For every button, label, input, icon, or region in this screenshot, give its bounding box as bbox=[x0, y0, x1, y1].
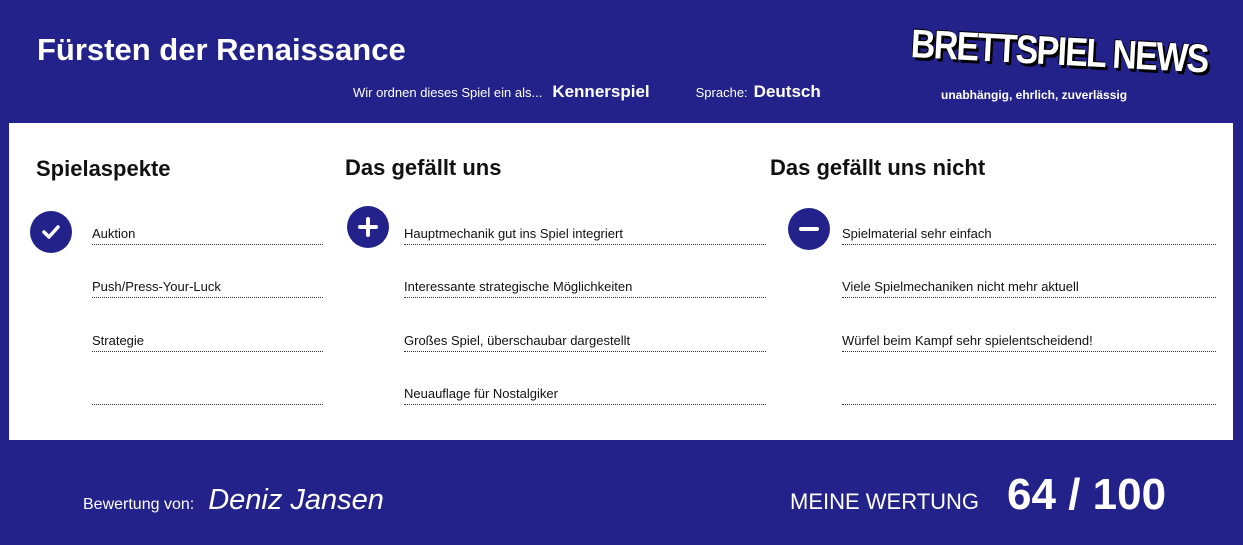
column-heading-cons: Das gefällt uns nicht bbox=[770, 155, 986, 180]
list-item: Großes Spiel, überschaubar dargestellt bbox=[404, 331, 766, 352]
review-by-label: Bewertung von: bbox=[83, 496, 195, 513]
list-item: Neuauflage für Nostalgiker bbox=[404, 384, 766, 405]
plus-icon bbox=[347, 206, 389, 248]
minus-icon bbox=[788, 208, 830, 250]
list-item bbox=[842, 384, 1216, 405]
score-label: MEINE WERTUNG bbox=[790, 489, 980, 514]
category-label: Wir ordnen dieses Spiel ein als... bbox=[353, 85, 543, 100]
column-heading-aspects: Spielaspekte bbox=[36, 156, 171, 181]
check-icon bbox=[30, 211, 72, 253]
game-meta: Wir ordnen dieses Spiel ein als... Kenne… bbox=[353, 82, 821, 102]
reviewer-block: Bewertung von: Deniz Jansen bbox=[83, 484, 384, 517]
list-item: Würfel beim Kampf sehr spielentscheidend… bbox=[842, 331, 1216, 352]
list-item: Push/Press-Your-Luck bbox=[92, 277, 323, 298]
category-value: Kennerspiel bbox=[552, 82, 650, 101]
logo-tagline: unabhängig, ehrlich, zuverlässig bbox=[941, 88, 1128, 102]
list-item: Hauptmechanik gut ins Spiel integriert bbox=[404, 224, 766, 245]
list-item: Viele Spielmechaniken nicht mehr aktuell bbox=[842, 277, 1216, 298]
language-label: Sprache: bbox=[695, 85, 748, 100]
language-value: Deutsch bbox=[753, 82, 821, 101]
column-heading-pros: Das gefällt uns bbox=[345, 155, 502, 180]
list-item bbox=[92, 384, 323, 405]
reviewer-name: Deniz Jansen bbox=[208, 484, 384, 516]
list-item: Auktion bbox=[92, 224, 323, 245]
score-value: 64 / 100 bbox=[1007, 470, 1167, 519]
score-block: MEINE WERTUNG 64 / 100 bbox=[790, 470, 1166, 520]
brettspiel-news-logo: BRETTSPIEL NEWS bbox=[909, 22, 1209, 82]
list-item: Interessante strategische Möglichkeiten bbox=[404, 277, 766, 298]
list-item: Strategie bbox=[92, 331, 323, 352]
page-title: Fürsten der Renaissance bbox=[37, 32, 406, 67]
list-item: Spielmaterial sehr einfach bbox=[842, 224, 1216, 245]
review-panel: Spielaspekte Auktion Push/Press-Your-Luc… bbox=[9, 123, 1233, 440]
